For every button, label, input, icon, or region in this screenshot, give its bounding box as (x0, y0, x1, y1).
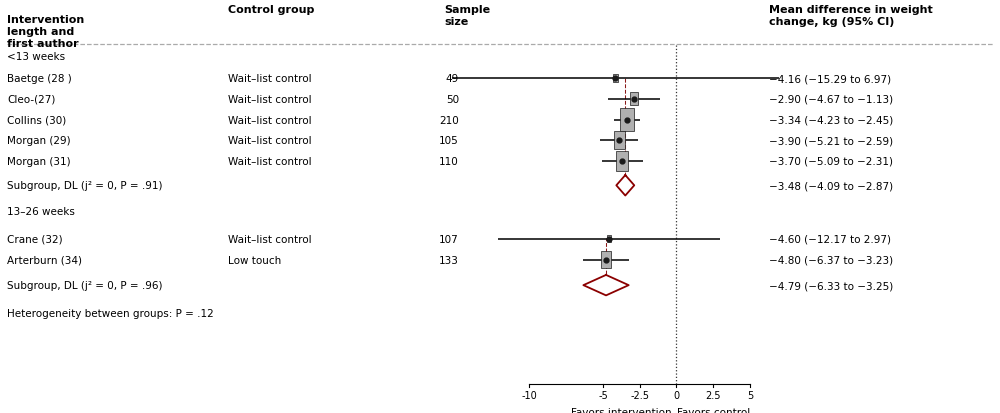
Polygon shape (583, 275, 629, 296)
Text: Collins (30): Collins (30) (7, 115, 67, 125)
Bar (601, 252, 611, 268)
Text: Intervention
length and
first author: Intervention length and first author (7, 14, 85, 48)
Text: Favors control: Favors control (677, 407, 750, 413)
Text: 105: 105 (439, 136, 459, 146)
Text: −3.34 (−4.23 to −2.45): −3.34 (−4.23 to −2.45) (769, 115, 893, 125)
Text: -10: -10 (522, 390, 537, 400)
Text: Wait–list control: Wait–list control (228, 95, 312, 104)
Text: 5: 5 (747, 390, 753, 400)
Bar (630, 93, 638, 106)
Text: −4.79 (−6.33 to −3.25): −4.79 (−6.33 to −3.25) (769, 280, 893, 290)
Text: -5: -5 (598, 390, 608, 400)
Text: Mean difference in weight
change, kg (95% CI): Mean difference in weight change, kg (95… (769, 5, 933, 27)
Bar (620, 109, 634, 132)
Bar (616, 152, 628, 171)
Text: Cleo-(27): Cleo-(27) (7, 95, 56, 104)
Text: -2.5: -2.5 (630, 390, 649, 400)
Text: <13 weeks: <13 weeks (7, 52, 65, 62)
Text: Control group: Control group (228, 5, 314, 15)
Text: 133: 133 (439, 255, 459, 265)
Text: Heterogeneity between groups: P = .12: Heterogeneity between groups: P = .12 (7, 309, 214, 318)
Bar (607, 236, 611, 243)
Text: −3.70 (−5.09 to −2.31): −3.70 (−5.09 to −2.31) (769, 157, 893, 166)
Text: Sample
size: Sample size (444, 5, 490, 27)
Bar (613, 75, 618, 83)
Text: −4.80 (−6.37 to −3.23): −4.80 (−6.37 to −3.23) (769, 255, 893, 265)
Text: 107: 107 (439, 234, 459, 244)
Text: Wait–list control: Wait–list control (228, 157, 312, 166)
Text: Favors intervention: Favors intervention (571, 407, 672, 413)
Text: Wait–list control: Wait–list control (228, 234, 312, 244)
Text: −4.16 (−15.29 to 6.97): −4.16 (−15.29 to 6.97) (769, 74, 891, 84)
Text: 2.5: 2.5 (705, 390, 721, 400)
Text: Wait–list control: Wait–list control (228, 115, 312, 125)
Bar (614, 132, 625, 150)
Text: Subgroup, DL (ϳ² = 0, P = .91): Subgroup, DL (ϳ² = 0, P = .91) (7, 181, 163, 191)
Text: Baetge (28 ): Baetge (28 ) (7, 74, 72, 84)
Text: 50: 50 (446, 95, 459, 104)
Text: −3.48 (−4.09 to −2.87): −3.48 (−4.09 to −2.87) (769, 181, 893, 191)
Text: Morgan (31): Morgan (31) (7, 157, 71, 166)
Text: −2.90 (−4.67 to −1.13): −2.90 (−4.67 to −1.13) (769, 95, 893, 104)
Text: 49: 49 (446, 74, 459, 84)
Text: Wait–list control: Wait–list control (228, 74, 312, 84)
Text: −4.60 (−12.17 to 2.97): −4.60 (−12.17 to 2.97) (769, 234, 891, 244)
Text: 210: 210 (439, 115, 459, 125)
Text: 13–26 weeks: 13–26 weeks (7, 206, 75, 216)
Text: Morgan (29): Morgan (29) (7, 136, 71, 146)
Polygon shape (616, 176, 634, 196)
Text: Arterburn (34): Arterburn (34) (7, 255, 82, 265)
Text: 0: 0 (673, 390, 680, 400)
Text: 110: 110 (439, 157, 459, 166)
Text: Wait–list control: Wait–list control (228, 136, 312, 146)
Text: Subgroup, DL (ϳ² = 0, P = .96): Subgroup, DL (ϳ² = 0, P = .96) (7, 280, 163, 290)
Text: Crane (32): Crane (32) (7, 234, 63, 244)
Text: −3.90 (−5.21 to −2.59): −3.90 (−5.21 to −2.59) (769, 136, 893, 146)
Text: Low touch: Low touch (228, 255, 281, 265)
